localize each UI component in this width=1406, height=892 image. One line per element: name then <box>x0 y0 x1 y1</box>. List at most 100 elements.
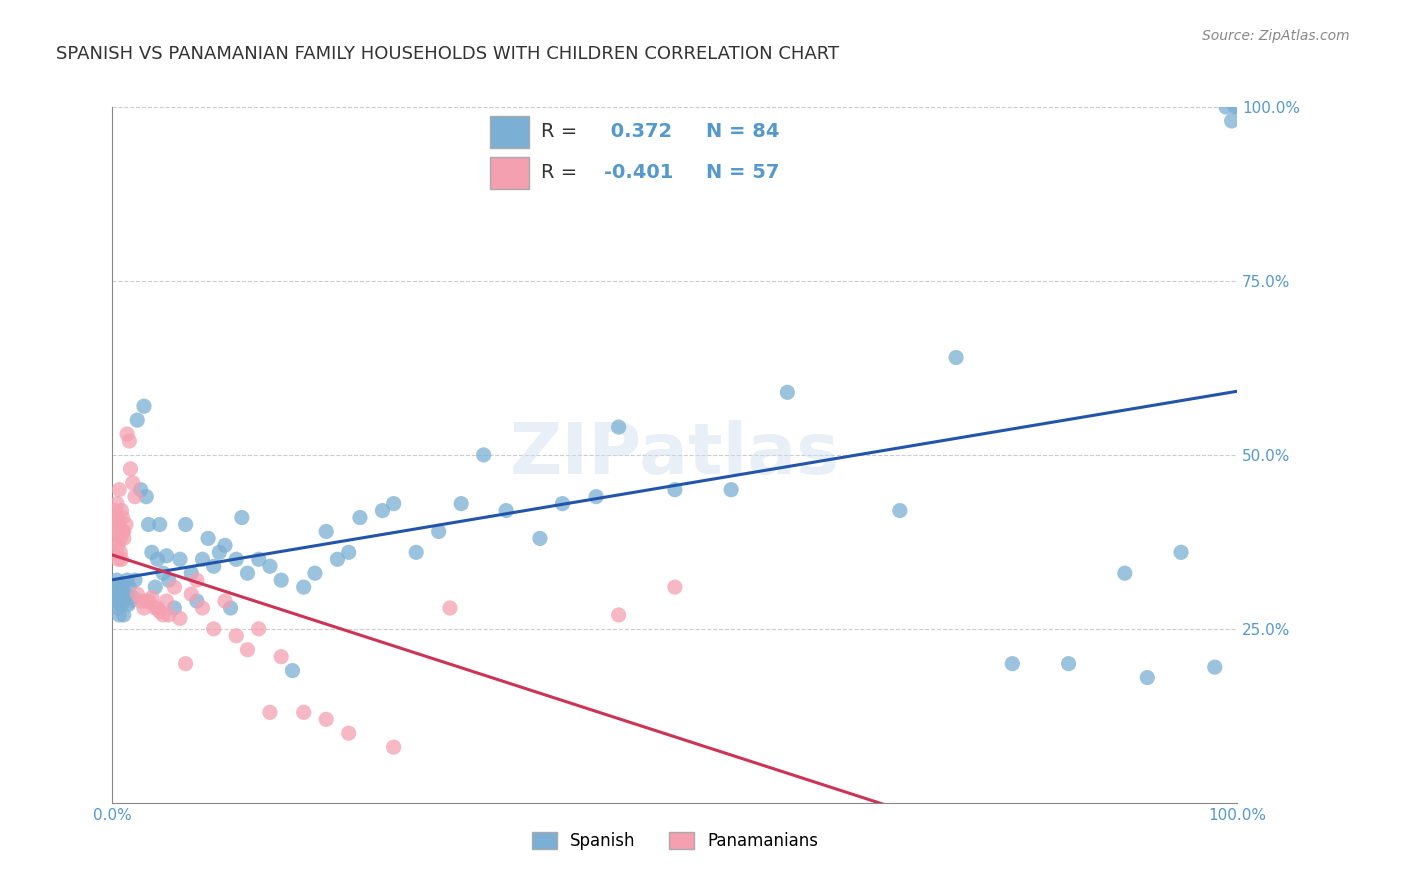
Point <box>110 532 132 546</box>
Point <box>259 559 281 574</box>
Point <box>111 576 134 591</box>
Point <box>439 601 461 615</box>
Point <box>169 552 191 566</box>
Point <box>180 587 202 601</box>
Point <box>143 580 166 594</box>
Point <box>371 503 394 517</box>
Point <box>107 587 129 601</box>
Point <box>326 552 349 566</box>
Point <box>107 538 129 552</box>
Point <box>104 524 127 539</box>
Point <box>236 642 259 657</box>
Point <box>720 483 742 497</box>
Point <box>157 573 180 587</box>
Point <box>110 583 132 598</box>
Point <box>152 566 174 581</box>
FancyBboxPatch shape <box>489 157 529 189</box>
Point <box>146 552 169 566</box>
Point <box>180 566 202 581</box>
Point <box>1170 545 1192 559</box>
Point <box>247 552 270 566</box>
Point <box>115 587 138 601</box>
Point <box>1220 114 1243 128</box>
Point <box>104 532 127 546</box>
Point <box>112 524 135 539</box>
Point <box>270 649 292 664</box>
Point <box>607 607 630 622</box>
Point <box>118 434 141 448</box>
Point <box>108 517 131 532</box>
Point <box>664 483 686 497</box>
Point <box>186 573 208 587</box>
Point <box>450 497 472 511</box>
Point <box>1001 657 1024 671</box>
Point <box>247 622 270 636</box>
Point <box>472 448 495 462</box>
Point <box>259 706 281 720</box>
Point <box>141 591 163 605</box>
Point <box>110 545 132 559</box>
Point <box>214 594 236 608</box>
Point <box>315 712 337 726</box>
Point <box>107 552 129 566</box>
Point <box>110 503 132 517</box>
Point <box>1136 671 1159 685</box>
Point <box>146 601 169 615</box>
Point <box>115 573 138 587</box>
Point <box>110 580 132 594</box>
Point <box>169 611 191 625</box>
Point <box>776 385 799 400</box>
Text: 0.372: 0.372 <box>605 121 672 141</box>
Point <box>120 594 142 608</box>
Point <box>132 399 155 413</box>
Point <box>163 580 186 594</box>
Point <box>105 573 128 587</box>
Point <box>551 497 574 511</box>
Point <box>197 532 219 546</box>
Point <box>231 510 253 524</box>
Point <box>111 510 134 524</box>
Point <box>495 503 517 517</box>
Point <box>236 566 259 581</box>
Text: Source: ZipAtlas.com: Source: ZipAtlas.com <box>1202 29 1350 43</box>
Point <box>427 524 450 539</box>
Point <box>202 559 225 574</box>
Point <box>1114 566 1136 581</box>
Point <box>186 594 208 608</box>
Point <box>219 601 242 615</box>
Point <box>292 706 315 720</box>
Point <box>129 594 152 608</box>
Point <box>191 601 214 615</box>
Point <box>127 413 149 427</box>
Point <box>208 545 231 559</box>
Point <box>1226 100 1249 114</box>
Point <box>382 740 405 755</box>
Point <box>174 517 197 532</box>
Point <box>115 517 138 532</box>
Point <box>121 591 143 605</box>
Point <box>135 490 157 504</box>
Point <box>149 605 172 619</box>
Point <box>105 510 128 524</box>
Point <box>382 497 405 511</box>
Point <box>118 580 141 594</box>
Point <box>108 607 131 622</box>
Point <box>129 483 152 497</box>
Point <box>124 490 146 504</box>
Point <box>152 607 174 622</box>
Point <box>149 517 172 532</box>
Point <box>1057 657 1080 671</box>
Point <box>214 538 236 552</box>
Point <box>163 601 186 615</box>
Point <box>191 552 214 566</box>
Point <box>117 598 139 612</box>
Point <box>103 545 125 559</box>
Point <box>110 591 132 605</box>
Point <box>110 598 132 612</box>
Text: ZIPatlas: ZIPatlas <box>510 420 839 490</box>
Point <box>124 573 146 587</box>
Legend: Spanish, Panamanians: Spanish, Panamanians <box>524 826 825 857</box>
Text: N = 57: N = 57 <box>706 162 780 182</box>
Point <box>108 483 131 497</box>
Point <box>1215 100 1237 114</box>
